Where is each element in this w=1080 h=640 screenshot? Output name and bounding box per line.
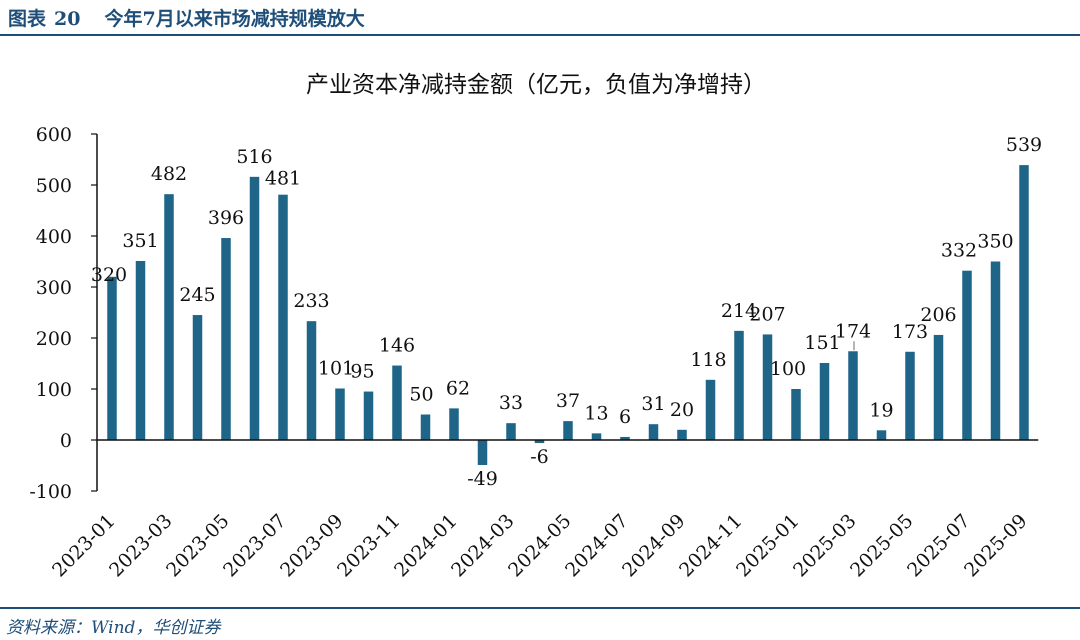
bar bbox=[962, 270, 972, 440]
bar bbox=[563, 421, 573, 440]
bar bbox=[249, 176, 260, 440]
data-label: 332 bbox=[941, 240, 977, 262]
bars bbox=[107, 165, 1029, 465]
data-label: 50 bbox=[409, 384, 433, 406]
chart-title: 产业资本净减持金额（亿元，负值为净增持） bbox=[306, 72, 766, 98]
y-tick-label: 600 bbox=[36, 124, 72, 146]
bar bbox=[363, 391, 374, 440]
data-label: 245 bbox=[179, 284, 215, 306]
header-rule bbox=[0, 34, 1080, 36]
bar-chart: 产业资本净减持金额（亿元，负值为净增持） 600 500 400 300 200 100 0… bbox=[29, 72, 1042, 581]
data-label: 233 bbox=[293, 290, 329, 312]
bar bbox=[990, 261, 1001, 440]
bar bbox=[677, 429, 687, 440]
data-label: 539 bbox=[1006, 134, 1042, 156]
data-label: 31 bbox=[641, 393, 665, 415]
bar bbox=[449, 408, 459, 440]
data-label: 214 bbox=[721, 300, 757, 322]
data-label: 174 bbox=[835, 320, 871, 342]
bar bbox=[705, 379, 716, 440]
source-note: 资料来源：Wind，华创证券 bbox=[6, 618, 221, 638]
y-tick-label: 200 bbox=[36, 328, 72, 350]
bar bbox=[734, 330, 744, 440]
bar bbox=[1019, 165, 1029, 441]
x-tick-label: 2025-09 bbox=[960, 510, 1031, 581]
bar bbox=[164, 194, 174, 440]
data-label: 151 bbox=[804, 332, 840, 354]
data-label: 19 bbox=[869, 399, 893, 421]
data-label: 100 bbox=[770, 358, 806, 380]
bar bbox=[420, 414, 431, 440]
data-label: 95 bbox=[350, 361, 374, 383]
figure-title-text: 今年7月以来市场减持规模放大 bbox=[104, 8, 365, 30]
footer-rule bbox=[0, 607, 1080, 609]
data-label: 320 bbox=[91, 264, 127, 286]
bar bbox=[192, 315, 203, 440]
bar bbox=[278, 194, 288, 440]
bar bbox=[477, 440, 488, 465]
figure-title: 图表 20 今年7月以来市场减持规模放大 bbox=[8, 4, 365, 31]
bar bbox=[762, 334, 773, 440]
y-tick-label: 0 bbox=[60, 430, 72, 452]
data-label: 37 bbox=[556, 390, 580, 412]
bar bbox=[620, 436, 630, 440]
bar bbox=[591, 433, 602, 440]
data-label: 101 bbox=[318, 357, 354, 379]
figure-label: 图表 bbox=[8, 8, 47, 30]
data-label: 396 bbox=[208, 207, 244, 229]
bar bbox=[221, 238, 231, 440]
data-label: 482 bbox=[151, 163, 187, 185]
data-label: 146 bbox=[379, 335, 415, 357]
data-label: 207 bbox=[749, 303, 785, 325]
y-tick-label: 100 bbox=[36, 379, 72, 401]
data-label: -6 bbox=[530, 446, 549, 468]
y-axis: 600 500 400 300 200 100 0 -100 bbox=[29, 124, 98, 503]
bar bbox=[335, 388, 345, 440]
bar bbox=[905, 351, 915, 440]
bar bbox=[648, 424, 659, 440]
bar bbox=[506, 423, 516, 440]
y-tick-label: 400 bbox=[36, 226, 72, 248]
y-tick-label: 300 bbox=[36, 277, 72, 299]
data-label: 206 bbox=[920, 304, 956, 326]
bar bbox=[933, 334, 944, 440]
figure-header: 图表 20 今年7月以来市场减持规模放大 bbox=[0, 0, 1080, 36]
data-label: 118 bbox=[690, 349, 726, 371]
bar bbox=[791, 389, 801, 440]
data-label: 350 bbox=[977, 231, 1013, 253]
bar bbox=[306, 321, 317, 440]
bar bbox=[848, 351, 858, 440]
bar bbox=[392, 365, 402, 440]
bar bbox=[135, 260, 146, 440]
data-label: 516 bbox=[236, 146, 272, 168]
bar bbox=[107, 276, 117, 440]
data-label: 173 bbox=[892, 321, 928, 343]
y-tick-label: -100 bbox=[29, 481, 72, 503]
data-label: 351 bbox=[122, 230, 158, 252]
data-label: 20 bbox=[670, 399, 694, 421]
bar bbox=[534, 440, 545, 444]
figure-number: 20 bbox=[54, 8, 81, 30]
data-label: 481 bbox=[265, 168, 301, 190]
y-tick-label: 500 bbox=[36, 175, 72, 197]
data-label: -49 bbox=[467, 468, 498, 490]
data-label: 6 bbox=[619, 406, 631, 428]
data-label: 13 bbox=[584, 402, 608, 424]
data-label: 33 bbox=[499, 392, 523, 414]
bar bbox=[819, 362, 830, 440]
bar bbox=[876, 430, 887, 440]
data-label: 62 bbox=[446, 377, 470, 399]
